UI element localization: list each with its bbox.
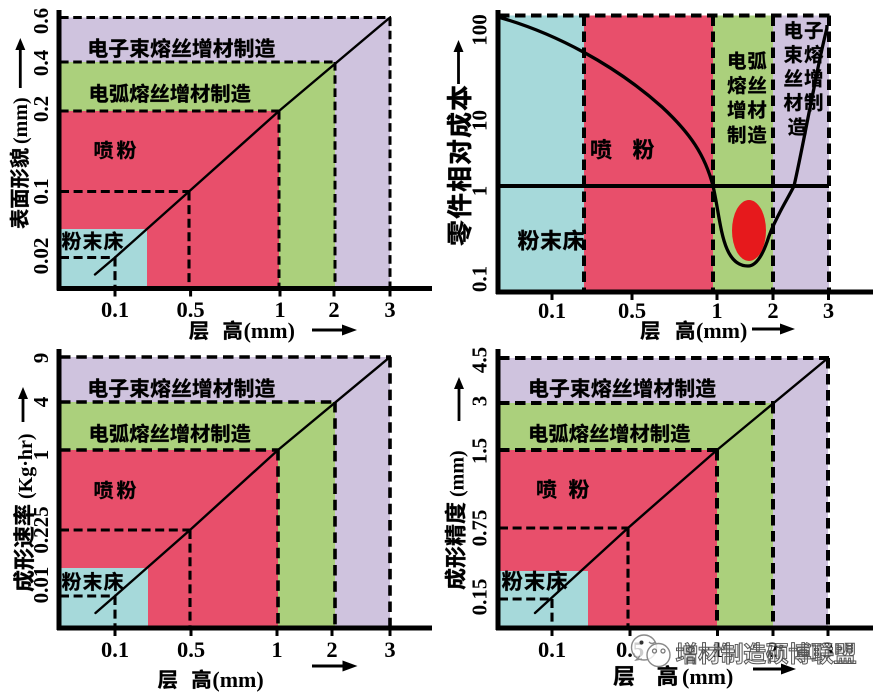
svg-text:0.4: 0.4	[29, 49, 53, 76]
svg-text:(Kg·hr): (Kg·hr)	[15, 433, 37, 499]
svg-text:0.1: 0.1	[538, 637, 566, 662]
svg-text:(mm): (mm)	[212, 667, 263, 692]
svg-text:3: 3	[823, 298, 834, 323]
svg-text:3: 3	[384, 297, 395, 322]
svg-text:2: 2	[767, 298, 778, 323]
svg-text:2: 2	[326, 637, 337, 662]
svg-text:0.02: 0.02	[29, 238, 53, 275]
svg-text:4: 4	[29, 396, 53, 407]
svg-text:0.15: 0.15	[468, 579, 492, 616]
svg-text:0.75: 0.75	[468, 510, 492, 547]
svg-text:1: 1	[274, 297, 285, 322]
svg-text:100: 100	[468, 14, 492, 46]
svg-text:0.1: 0.1	[468, 266, 492, 292]
svg-text:4.5: 4.5	[468, 347, 492, 373]
svg-text:3: 3	[468, 396, 492, 407]
svg-text:0.6: 0.6	[29, 8, 53, 34]
svg-text:9: 9	[29, 353, 53, 364]
svg-text:0.2: 0.2	[29, 96, 53, 122]
svg-text:0.5: 0.5	[177, 297, 205, 322]
svg-text:1: 1	[468, 186, 492, 197]
svg-text:1.5: 1.5	[468, 438, 492, 464]
svg-text:3: 3	[384, 637, 395, 662]
svg-text:0.1: 0.1	[29, 178, 53, 204]
svg-text:(mm): (mm)	[682, 664, 733, 689]
svg-text:0.5: 0.5	[177, 637, 205, 662]
svg-text:1: 1	[711, 298, 722, 323]
svg-text:(mm): (mm)	[244, 318, 295, 343]
svg-text:1: 1	[271, 637, 282, 662]
svg-text:0.1: 0.1	[538, 298, 566, 323]
svg-text:0.5: 0.5	[618, 298, 646, 323]
svg-text:2: 2	[767, 637, 778, 662]
svg-text:2: 2	[328, 297, 339, 322]
svg-text:(mm): (mm)	[10, 97, 32, 144]
svg-text:0.1: 0.1	[101, 297, 129, 322]
svg-text:(mm): (mm)	[696, 318, 747, 343]
svg-text:10: 10	[468, 110, 492, 131]
svg-text:1: 1	[29, 450, 53, 461]
svg-text:0.1: 0.1	[101, 637, 129, 662]
svg-text:(mm): (mm)	[447, 450, 469, 497]
